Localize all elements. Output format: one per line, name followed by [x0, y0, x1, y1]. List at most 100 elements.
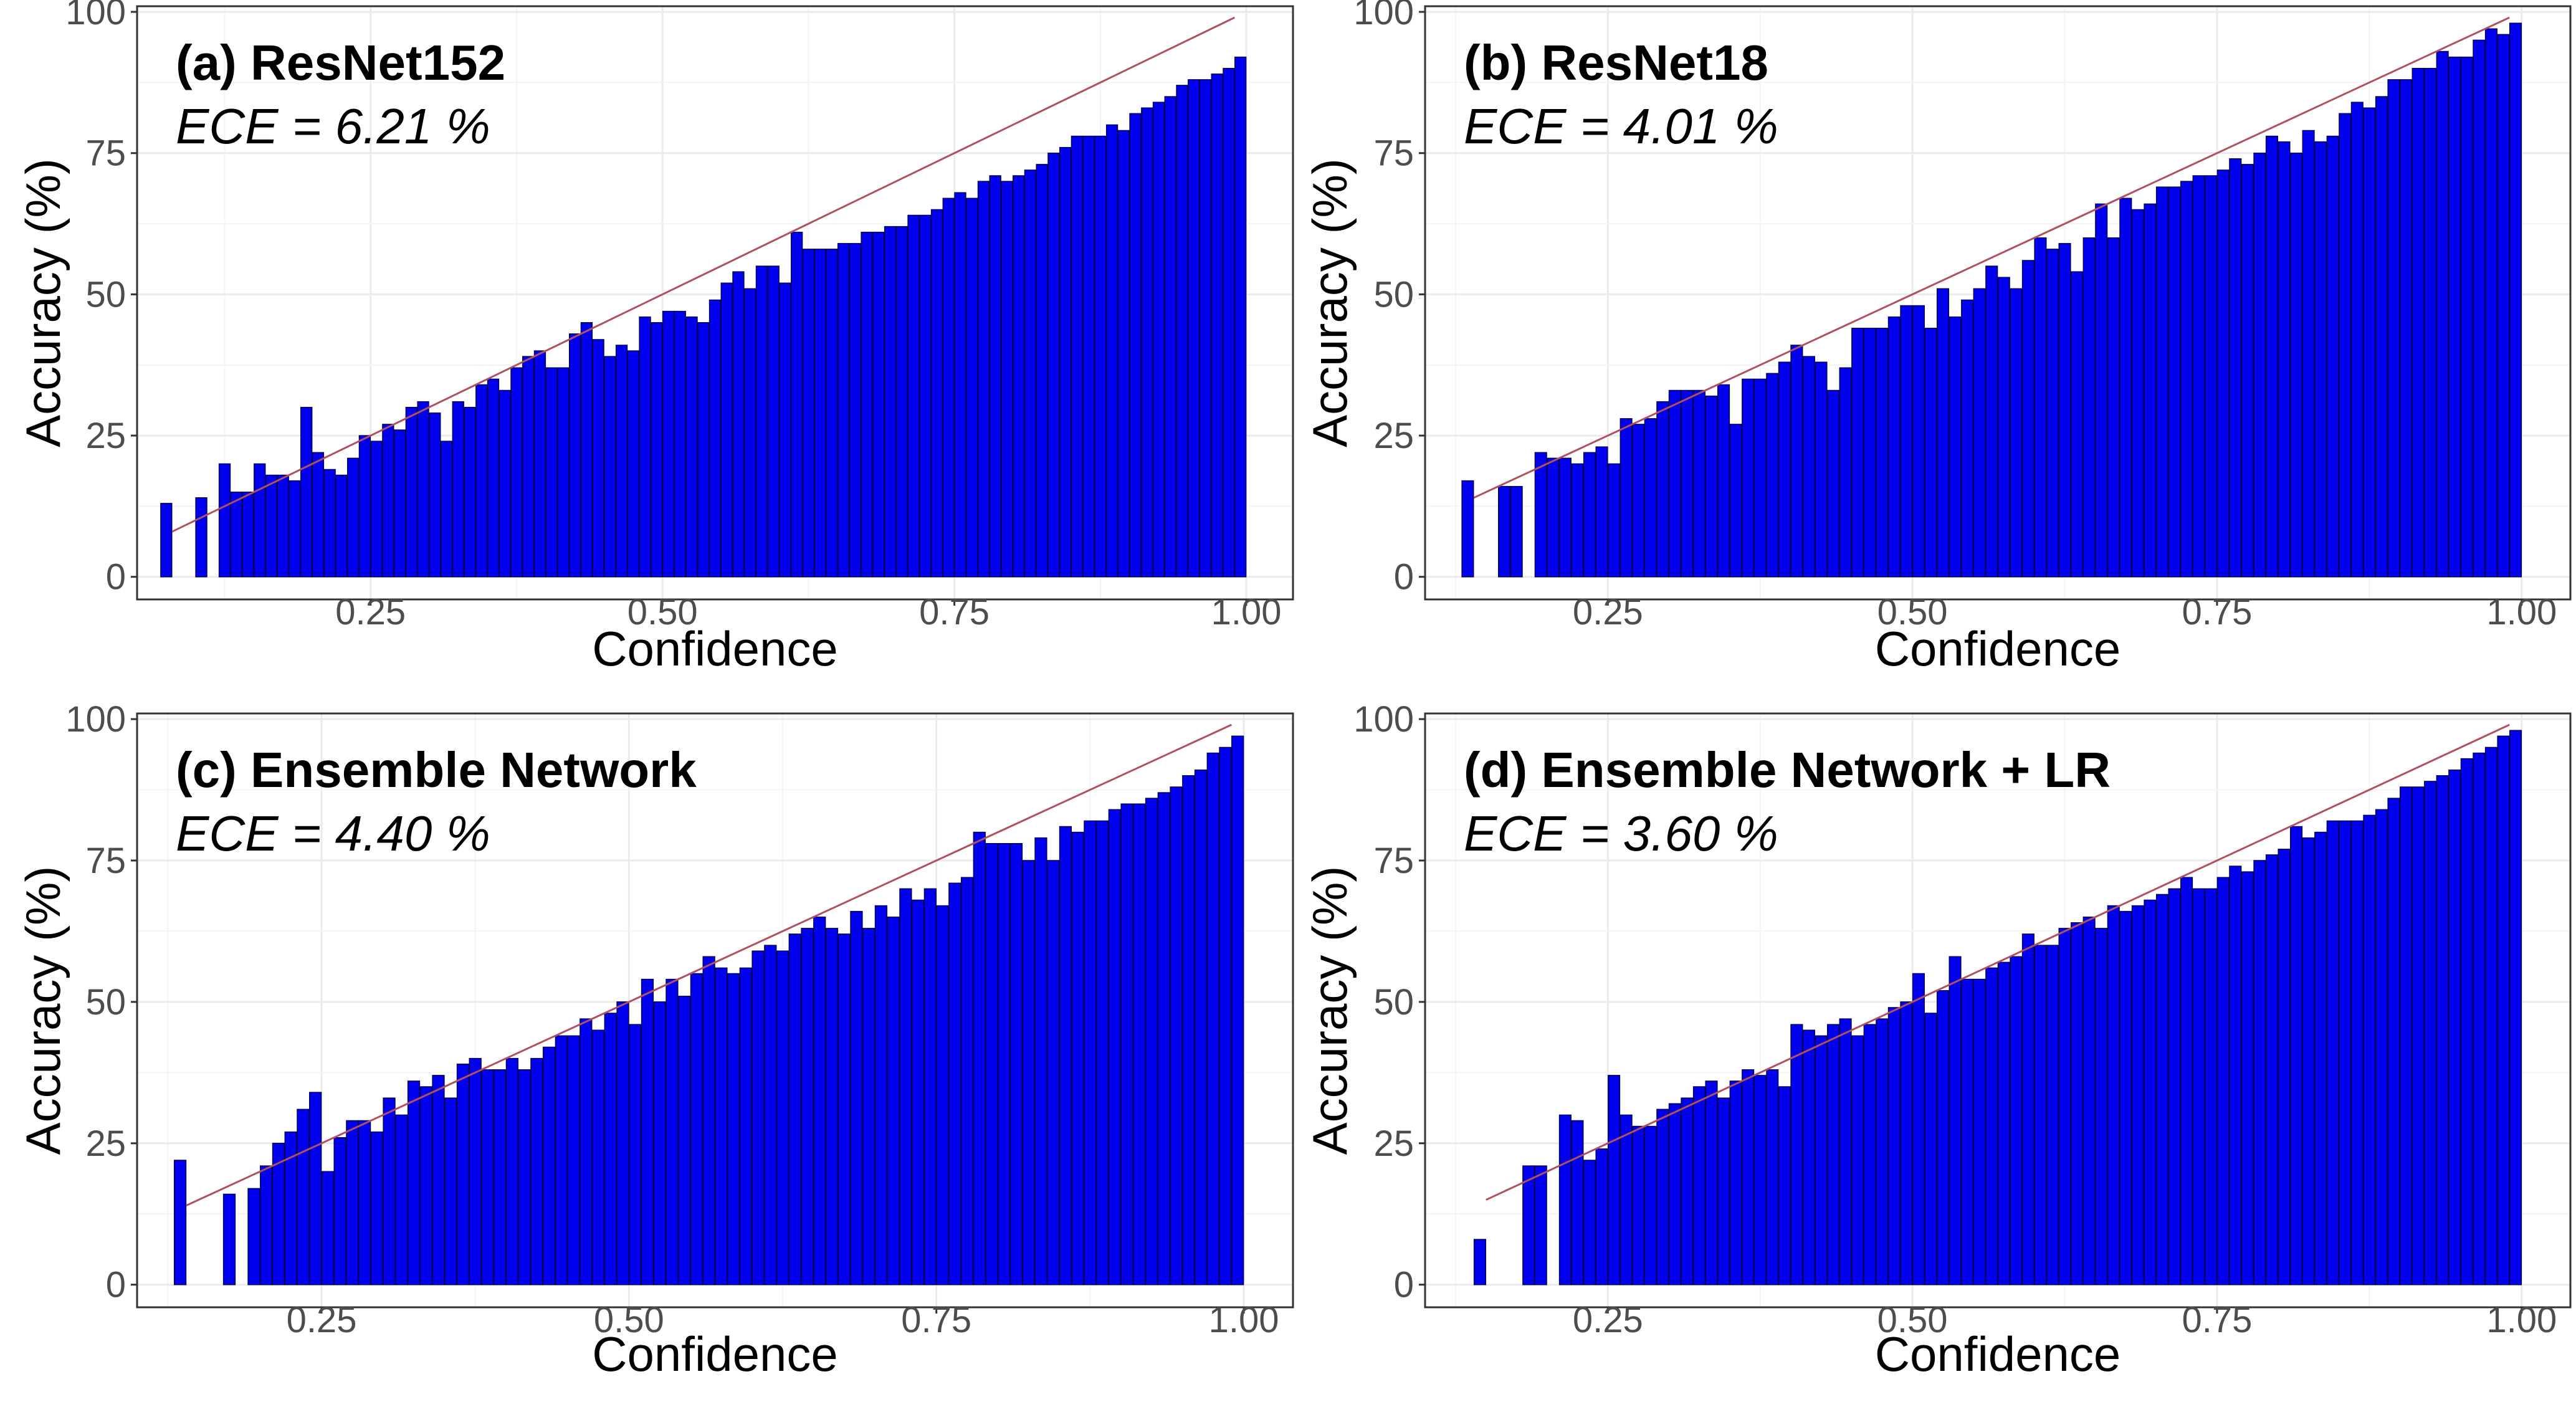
chart-panel-3: 0.25 0.50 0.75 1.00 0 25 50 75 100 Confidence Accu… — [16, 699, 1294, 1381]
x-tick-label: 0.50 — [1877, 592, 1948, 632]
bar — [1157, 792, 1170, 1285]
bar — [1558, 457, 1572, 578]
bar — [481, 1069, 494, 1285]
bar — [346, 457, 360, 578]
bar — [2363, 814, 2376, 1285]
bar — [1681, 1097, 1694, 1285]
bar — [1753, 1075, 1767, 1285]
bar — [1571, 1120, 1584, 1285]
bar — [395, 1114, 408, 1285]
bar — [533, 350, 546, 578]
bar — [580, 1018, 593, 1285]
bar — [907, 214, 920, 578]
bar — [1973, 288, 1986, 578]
bar — [2460, 56, 2473, 578]
bar — [569, 333, 581, 578]
bar — [444, 1097, 457, 1285]
bar — [358, 1120, 371, 1285]
bar — [2131, 209, 2144, 578]
x-tick-label: 0.25 — [335, 592, 406, 632]
bar — [277, 474, 289, 578]
bar — [2253, 152, 2266, 578]
x-tick-label: 0.50 — [594, 1300, 664, 1340]
bar — [2205, 175, 2218, 578]
bar — [218, 463, 231, 578]
bar — [1182, 775, 1195, 1285]
bar — [1522, 1165, 1535, 1285]
bar — [1729, 424, 1742, 578]
bar — [2363, 107, 2376, 578]
bar — [977, 181, 990, 578]
bar — [2387, 798, 2400, 1285]
bar — [629, 1024, 642, 1285]
bar — [884, 226, 897, 578]
bar — [1985, 265, 1998, 578]
bar — [2314, 141, 2327, 578]
bar — [580, 322, 593, 578]
bar — [1705, 1080, 1718, 1285]
bar — [697, 322, 710, 578]
bar — [2216, 169, 2230, 578]
bar — [1692, 389, 1705, 578]
bar — [487, 378, 500, 578]
bar — [1595, 1148, 1608, 1285]
bar — [2448, 770, 2461, 1285]
bar — [776, 950, 789, 1285]
bar — [942, 198, 955, 578]
bar — [2509, 730, 2522, 1285]
bar — [407, 1080, 421, 1285]
bar — [1656, 401, 1669, 578]
ece-annotation: ECE = 4.40 % — [176, 806, 490, 861]
x-tick-label: 0.50 — [1877, 1300, 1948, 1340]
bar — [2424, 67, 2437, 578]
bar — [1924, 1013, 1937, 1285]
bar — [382, 424, 394, 578]
bar — [1547, 457, 1560, 578]
bar — [1117, 130, 1130, 578]
bar — [1766, 373, 1779, 578]
bar — [948, 882, 961, 1285]
bar — [2168, 186, 2181, 578]
bar — [2497, 735, 2510, 1285]
bar — [1936, 990, 1950, 1285]
ece-annotation: ECE = 4.01 % — [1464, 98, 1778, 154]
bar — [627, 350, 639, 578]
bar — [755, 265, 768, 578]
bar — [872, 231, 885, 578]
y-axis-title: Accuracy (%) — [16, 158, 70, 447]
bar — [1059, 146, 1072, 578]
y-tick-label: 0 — [106, 1265, 126, 1305]
bar — [1108, 809, 1121, 1285]
bar — [557, 367, 570, 578]
x-tick-label: 0.25 — [1573, 1300, 1643, 1340]
bar — [309, 1092, 322, 1285]
bar — [678, 996, 691, 1285]
y-tick-label: 100 — [1353, 0, 1414, 32]
bar — [2339, 820, 2352, 1285]
bar — [1766, 1069, 1779, 1285]
bar — [230, 491, 242, 578]
bar — [2010, 956, 2023, 1285]
bar — [452, 401, 464, 578]
bar — [1717, 384, 1730, 578]
bar — [2326, 820, 2339, 1285]
bar — [555, 1035, 568, 1285]
y-tick-label: 50 — [85, 274, 126, 315]
bar — [2399, 79, 2413, 578]
bar — [591, 1029, 605, 1285]
bar — [2460, 758, 2473, 1285]
bar — [2473, 39, 2486, 578]
bar — [1047, 860, 1060, 1285]
bar — [333, 1137, 346, 1285]
bar — [825, 928, 839, 1285]
bar — [1145, 798, 1158, 1285]
bar — [744, 288, 756, 578]
bar — [1558, 1114, 1572, 1285]
bar — [542, 1046, 556, 1285]
bar — [393, 429, 406, 578]
bar — [911, 899, 925, 1285]
bar — [1001, 181, 1013, 578]
bar — [2241, 164, 2254, 578]
bar — [432, 1075, 445, 1285]
